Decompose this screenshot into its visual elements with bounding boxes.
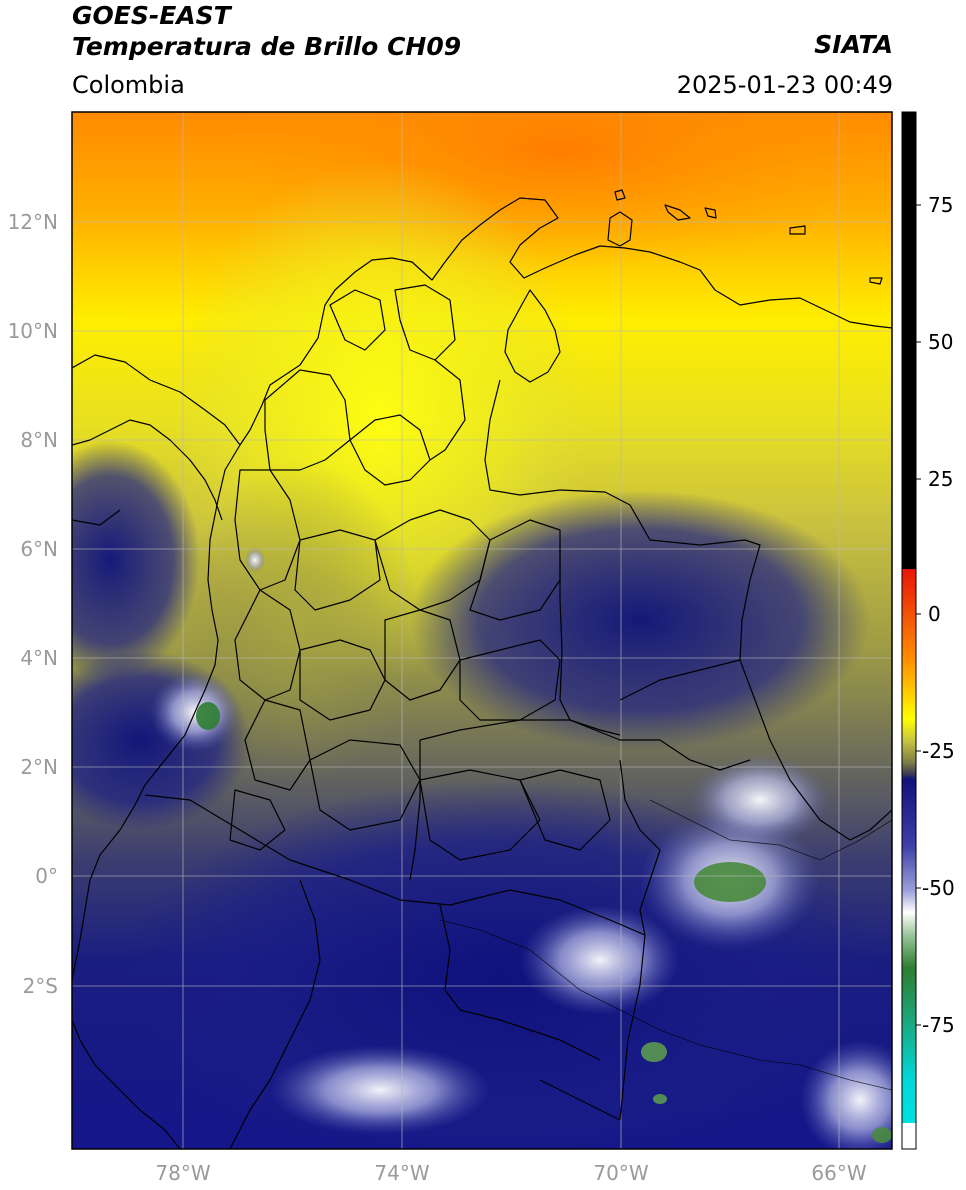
satellite-image: [72, 112, 892, 1149]
colorbar-tick: -50: [922, 876, 955, 900]
lat-label: 4°N: [20, 646, 58, 670]
colorbar-white-segment: [902, 1123, 916, 1149]
cold-core: [641, 1042, 667, 1062]
colorbar-gradient-segment: [902, 569, 916, 1123]
colorbar-tick: 75: [928, 193, 953, 217]
longitude-labels: 78°W 74°W 70°W 66°W: [155, 1161, 866, 1185]
colorbar-black-segment: [902, 112, 916, 569]
lat-label: 10°N: [8, 319, 58, 343]
organization-label: SIATA: [814, 30, 893, 59]
colorbar-tick: -75: [922, 1013, 955, 1037]
lat-label: 2°S: [23, 974, 58, 998]
region-label: Colombia: [72, 71, 185, 99]
cold-core: [196, 702, 220, 730]
latitude-labels: 12°N 10°N 8°N 6°N 4°N 2°N 0° 2°S: [8, 210, 58, 998]
gridlines: [72, 112, 892, 1149]
rivers: [439, 799, 892, 1091]
lon-label: 74°W: [374, 1161, 429, 1185]
cold-core: [872, 1127, 892, 1143]
lat-label: 8°N: [20, 428, 58, 452]
boundaries: [72, 189, 892, 1149]
lon-label: 66°W: [811, 1161, 866, 1185]
lat-label: 12°N: [8, 210, 58, 234]
lat-label: 0°: [35, 864, 58, 888]
colorbar-tick: 50: [928, 330, 953, 354]
colorbar-tick: 0: [928, 602, 941, 626]
cold-core: [653, 1094, 667, 1104]
map-frame: [71, 111, 893, 1150]
lon-label: 78°W: [155, 1161, 210, 1185]
lat-label: 6°N: [20, 537, 58, 561]
colorbar-tick: -25: [922, 739, 955, 763]
lat-label: 2°N: [20, 755, 58, 779]
satellite-title: GOES-EAST: [72, 1, 231, 30]
datetime-label: 2025-01-23 00:49: [676, 71, 893, 99]
cold-core: [694, 862, 766, 902]
lon-label: 70°W: [593, 1161, 648, 1185]
colorbar: 75 50 25 0 -25 -50 -75: [901, 111, 955, 1150]
product-title: Temperatura de Brillo CH09: [72, 32, 462, 61]
title-block: GOES-EAST Temperatura de Brillo CH09: [72, 0, 461, 62]
colorbar-frame: [901, 111, 917, 1150]
colorbar-tick: 25: [928, 467, 953, 491]
